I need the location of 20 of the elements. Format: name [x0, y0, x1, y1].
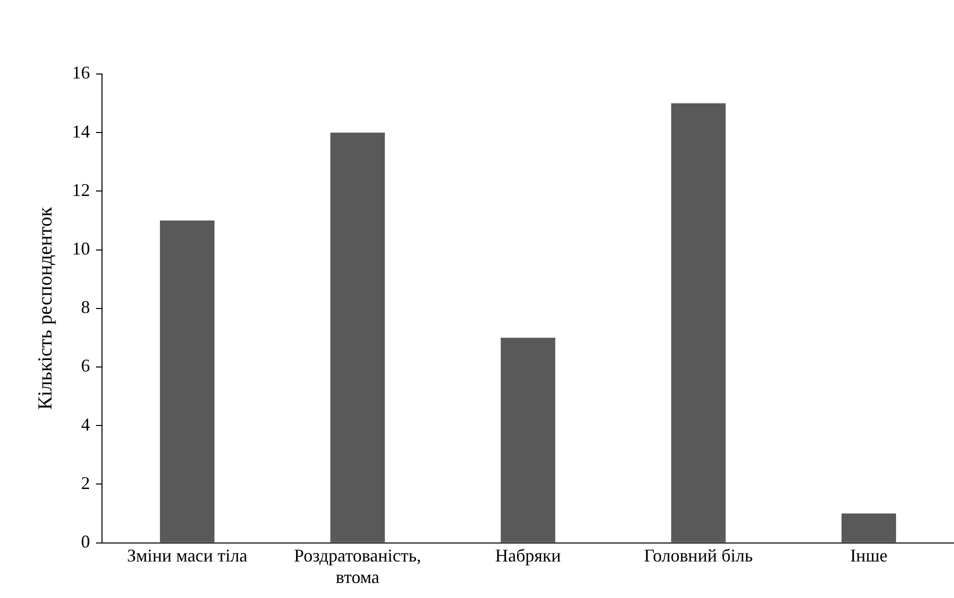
y-tick-label: 8 — [81, 297, 90, 318]
bar — [842, 514, 896, 542]
bar — [330, 132, 385, 542]
y-tick-label: 6 — [81, 356, 90, 376]
y-tick-label: 0 — [81, 532, 90, 552]
x-tick-label: Набряки — [495, 545, 562, 566]
bar — [160, 220, 214, 542]
y-tick-label: 4 — [81, 414, 90, 434]
y-tick-label: 10 — [72, 238, 90, 259]
x-tick-label: Головний біль — [644, 545, 753, 566]
bar — [500, 338, 556, 542]
y-tick-label: 16 — [72, 62, 90, 83]
x-tick-label: Роздратованість, втома — [294, 545, 422, 587]
y-axis-title: Кількість респонденток — [34, 206, 56, 410]
y-tick-label: 12 — [72, 180, 90, 200]
x-tick-label: Інше — [850, 545, 888, 566]
y-tick-label: 14 — [72, 121, 90, 142]
x-tick-label: Зміни маси тіла — [126, 545, 248, 566]
bar — [671, 103, 726, 542]
y-tick-label: 2 — [81, 472, 90, 493]
